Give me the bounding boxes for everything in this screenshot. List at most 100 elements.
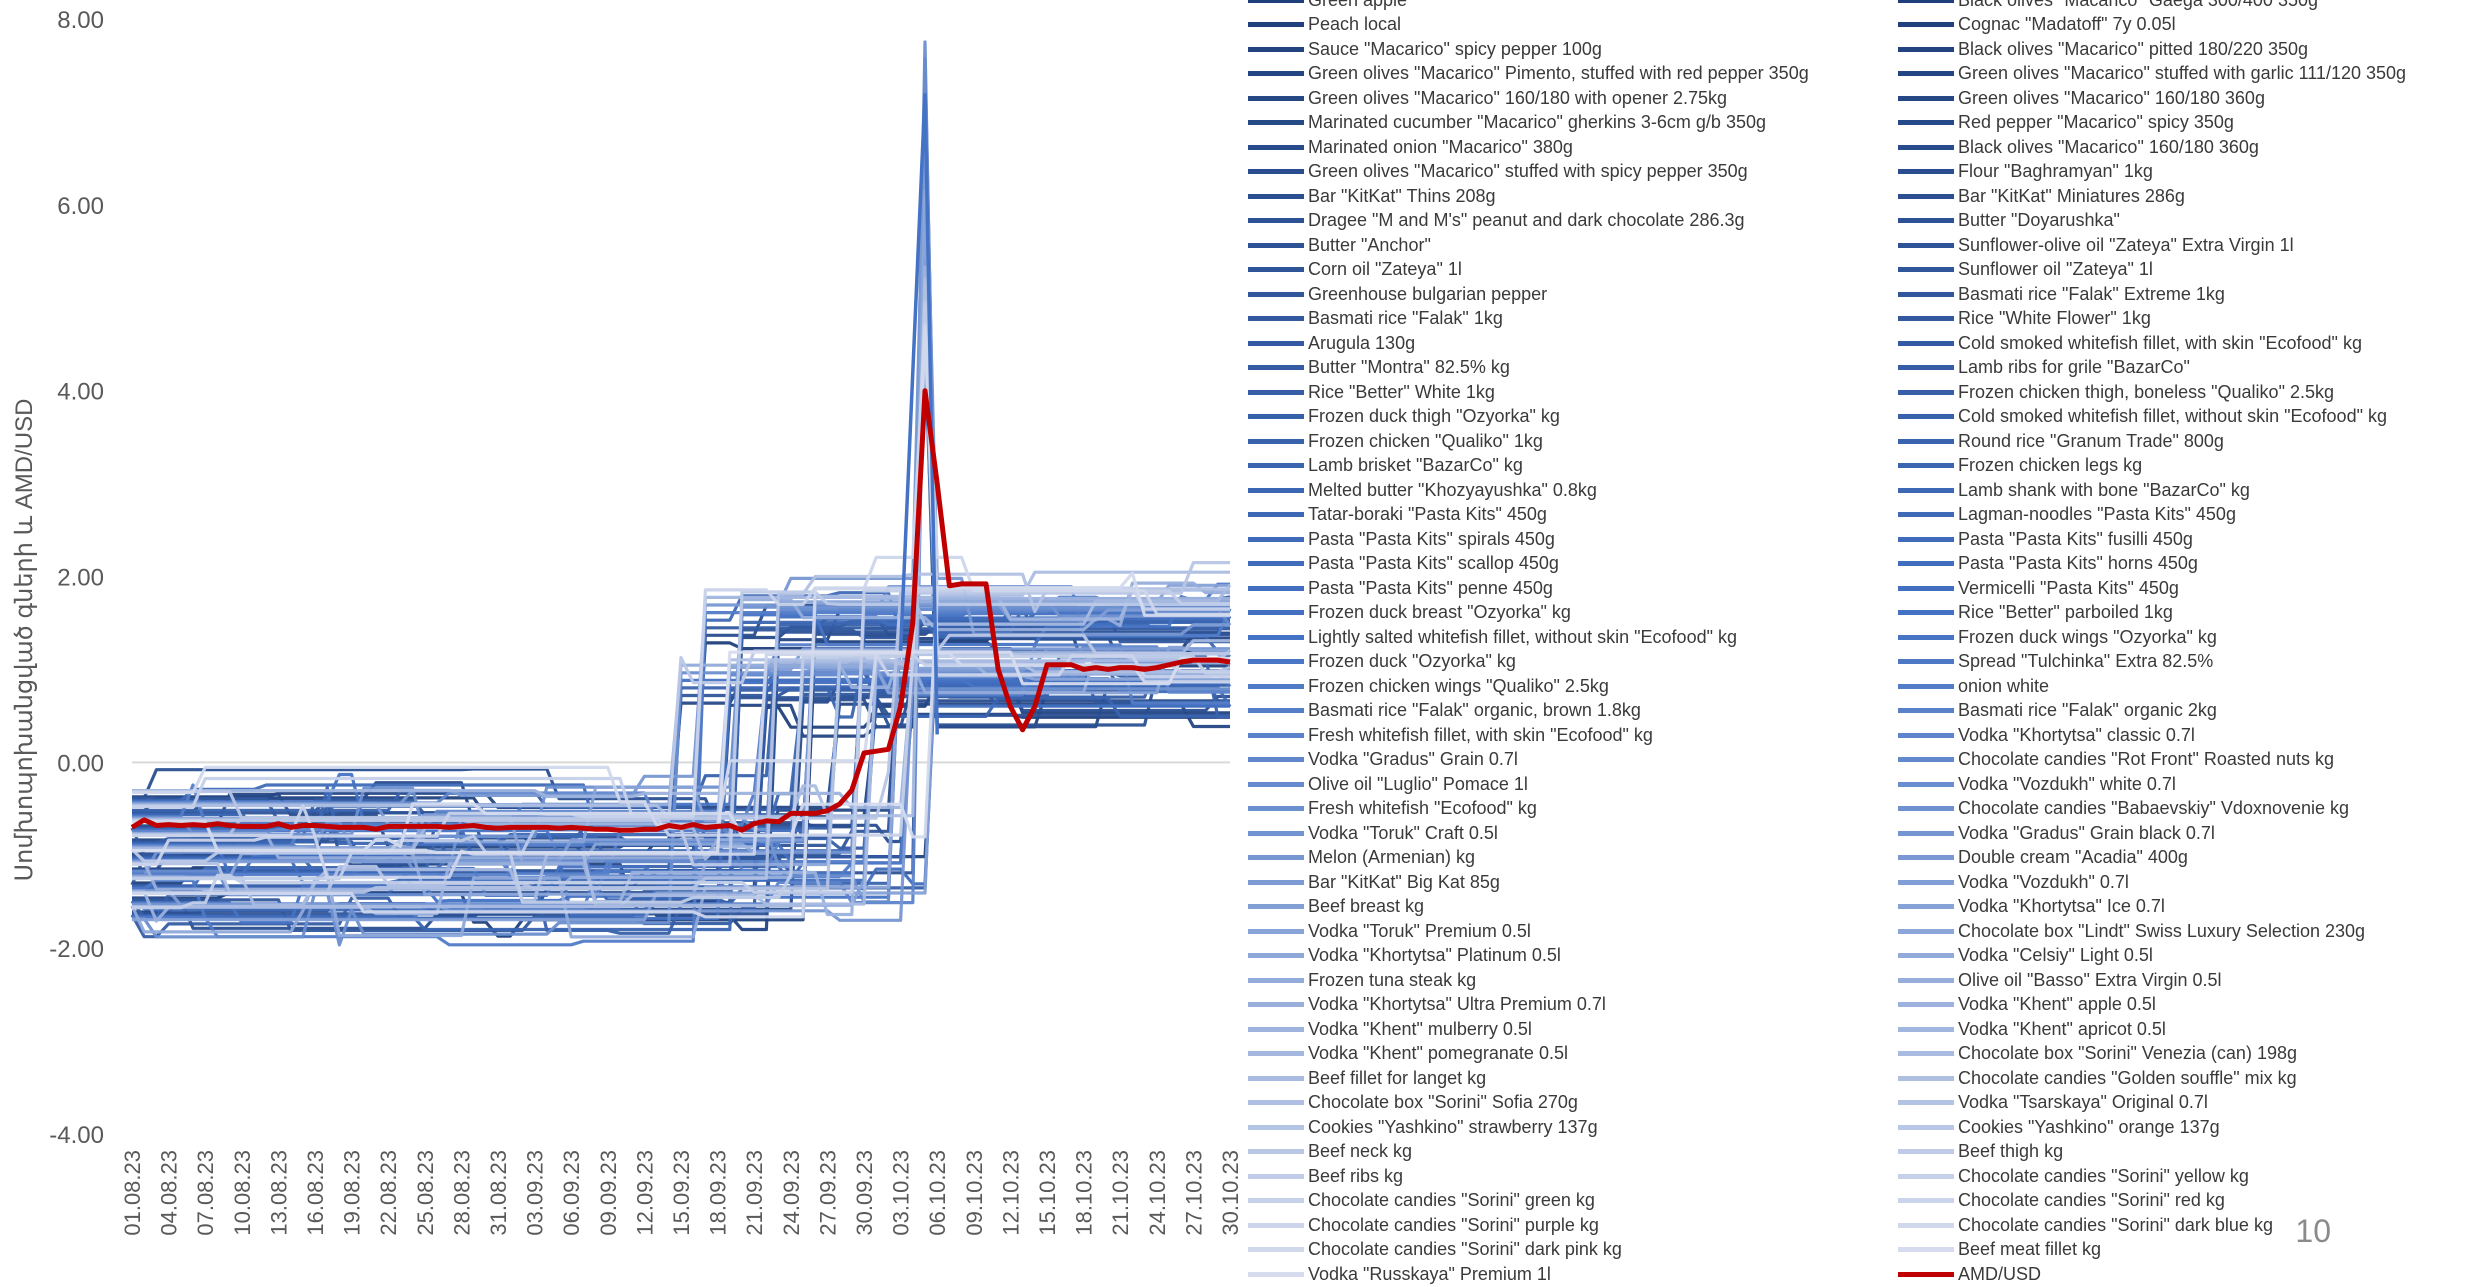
legend-label: Cold smoked whitefish fillet, with skin … <box>1958 332 2362 353</box>
amd-usd-series-line <box>130 388 1231 833</box>
legend-swatch <box>1248 95 1304 101</box>
x-tick-label: 03.09.23 <box>523 1150 548 1236</box>
legend-swatch <box>1248 512 1304 518</box>
legend-item: Marinated cucumber "Macarico" gherkins 3… <box>1248 111 1809 136</box>
legend-item: Double cream "Acadia" 400g <box>1898 846 2406 871</box>
legend-item: Lamb brisket "BazarCo" kg <box>1248 454 1809 479</box>
product-series-line <box>898 93 939 735</box>
legend-item: Melted butter "Khozyayushka" 0.8kg <box>1248 478 1809 503</box>
legend-swatch <box>1898 1124 1954 1130</box>
legend-label: Chocolate candies "Sorini" green kg <box>1308 1190 1595 1211</box>
legend-item: Vermicelli "Pasta Kits" 450g <box>1898 576 2406 601</box>
legend-label: Frozen duck wings "Ozyorka" kg <box>1958 626 2217 647</box>
legend-swatch <box>1898 977 1954 983</box>
page-number: 10 <box>2295 1213 2331 1249</box>
legend-label: Arugula 130g <box>1308 332 1416 353</box>
legend-swatch <box>1248 757 1304 763</box>
legend-item: Green olives "Macarico" Pimento, stuffed… <box>1248 62 1809 87</box>
legend-swatch <box>1248 169 1304 175</box>
legend-label: Round rice "Granum Trade" 800g <box>1958 430 2224 451</box>
x-tick-label: 01.08.23 <box>120 1150 145 1236</box>
legend-label: Green olives "Macarico" 160/180 with ope… <box>1308 87 1728 108</box>
legend-item: Green apple <box>1248 0 1809 13</box>
legend-item: Sunflower oil "Zateya" 1l <box>1898 258 2406 283</box>
legend-swatch <box>1898 414 1954 420</box>
legend-item: Butter "Anchor" <box>1248 233 1809 258</box>
legend-swatch <box>1248 855 1304 861</box>
legend-swatch <box>1248 708 1304 714</box>
x-tick-label: 09.10.23 <box>962 1150 987 1236</box>
legend-label: Lamb shank with bone "BazarCo" kg <box>1958 479 2250 500</box>
legend-item: Beef meat fillet kg <box>1898 1238 2406 1263</box>
legend-label: Vodka "Gradus" Grain black 0.7l <box>1958 822 2215 843</box>
y-tick-label: 0.00 <box>57 750 104 777</box>
legend-label: Green olives "Macarico" 160/180 360g <box>1958 87 2265 108</box>
x-tick-label: 13.08.23 <box>266 1150 291 1236</box>
legend-label: Chocolate candies "Sorini" purple kg <box>1308 1214 1599 1235</box>
legend-swatch <box>1248 193 1304 199</box>
legend-item: Marinated onion "Macarico" 380g <box>1248 135 1809 160</box>
y-tick-label: 4.00 <box>57 379 104 406</box>
legend-item: Flour "Baghramyan" 1kg <box>1898 160 2406 185</box>
legend-swatch <box>1248 732 1304 738</box>
legend-swatch <box>1898 438 1954 444</box>
legend-swatch <box>1248 389 1304 395</box>
legend-label: Red pepper "Macarico" spicy 350g <box>1958 112 2234 133</box>
legend-label: Bar "KitKat" Thins 208g <box>1308 185 1496 206</box>
legend-swatch <box>1898 659 1954 665</box>
legend-item: Fresh whitefish "Ecofood" kg <box>1248 797 1809 822</box>
legend-swatch <box>1248 977 1304 983</box>
legend-item: Chocolate candies "Sorini" yellow kg <box>1898 1164 2406 1189</box>
legend-label: Dragee "M and M's" peanut and dark choco… <box>1308 210 1745 231</box>
x-tick-label: 12.09.23 <box>632 1150 657 1236</box>
legend-column-2: Black olives "Macarico" Gaega 300/400 35… <box>1898 0 2406 1287</box>
x-tick-label: 28.08.23 <box>449 1150 474 1236</box>
legend-label: Chocolate candies "Sorini" dark pink kg <box>1308 1239 1622 1260</box>
legend-label: Vodka "Russkaya" Premium 1l <box>1308 1263 1551 1284</box>
legend-label: Basmati rice "Falak" Extreme 1kg <box>1958 283 2225 304</box>
legend-label: Black olives "Macarico" 160/180 360g <box>1958 136 2259 157</box>
x-tick-label: 07.08.23 <box>193 1150 218 1236</box>
legend-label: Chocolate candies "Sorini" yellow kg <box>1958 1165 2249 1186</box>
legend-item: Lamb ribs for grile "BazarCo" <box>1898 356 2406 381</box>
legend-item: Peach local <box>1248 13 1809 38</box>
x-tick-label: 18.10.23 <box>1072 1150 1097 1236</box>
product-series-line <box>132 57 1230 875</box>
legend-swatch <box>1898 953 1954 959</box>
legend-item: Vodka "Khortytsa" classic 0.7l <box>1898 723 2406 748</box>
legend-item: Rice "Better" parboiled 1kg <box>1898 601 2406 626</box>
legend-item: Frozen duck thigh "Ozyorka" kg <box>1248 405 1809 430</box>
legend-label: Green apple <box>1308 0 1407 11</box>
product-series-line <box>132 650 1230 855</box>
legend-swatch <box>1898 0 1954 3</box>
legend-item: Beef breast kg <box>1248 895 1809 920</box>
legend-label: Rice "Better" White 1kg <box>1308 381 1495 402</box>
legend-swatch <box>1248 781 1304 787</box>
legend-item: Melon (Armenian) kg <box>1248 846 1809 871</box>
legend-label: Lightly salted whitefish fillet, without… <box>1308 626 1737 647</box>
legend-swatch <box>1898 389 1954 395</box>
product-series-line <box>132 323 1230 919</box>
legend-label: Vodka "Khent" mulberry 0.5l <box>1308 1018 1532 1039</box>
legend-label: Pasta "Pasta Kits" scallop 450g <box>1308 553 1559 574</box>
product-series-line <box>132 620 1230 932</box>
y-tick-labels: 8.00 6.00 4.00 2.00 0.00 -2.00 -4.00 <box>49 7 104 1149</box>
legend-swatch <box>1898 1247 1954 1253</box>
legend-label: Rice "Better" parboiled 1kg <box>1958 602 2173 623</box>
legend-swatch <box>1248 585 1304 591</box>
legend-swatch <box>1898 536 1954 542</box>
legend-swatch <box>1898 855 1954 861</box>
legend-item: Bar "KitKat" Miniatures 286g <box>1898 184 2406 209</box>
legend-swatch <box>1248 1075 1304 1081</box>
legend-item: Vodka "Khent" pomegranate 0.5l <box>1248 1042 1809 1067</box>
y-tick-label: 6.00 <box>57 193 104 220</box>
legend-item: Vodka "Gradus" Grain 0.7l <box>1248 748 1809 773</box>
legend-label: Bar "KitKat" Miniatures 286g <box>1958 185 2185 206</box>
legend-label: Bar "KitKat" Big Kat 85g <box>1308 871 1500 892</box>
legend-item: Fresh whitefish fillet, with skin "Ecofo… <box>1248 723 1809 748</box>
product-series-line <box>132 650 1230 891</box>
legend-label: Rice "White Flower" 1kg <box>1958 308 2151 329</box>
legend-label: Sunflower-olive oil "Zateya" Extra Virgi… <box>1958 234 2294 255</box>
legend-swatch <box>1248 487 1304 493</box>
legend-label: Cookies "Yashkino" strawberry 137g <box>1308 1116 1598 1137</box>
